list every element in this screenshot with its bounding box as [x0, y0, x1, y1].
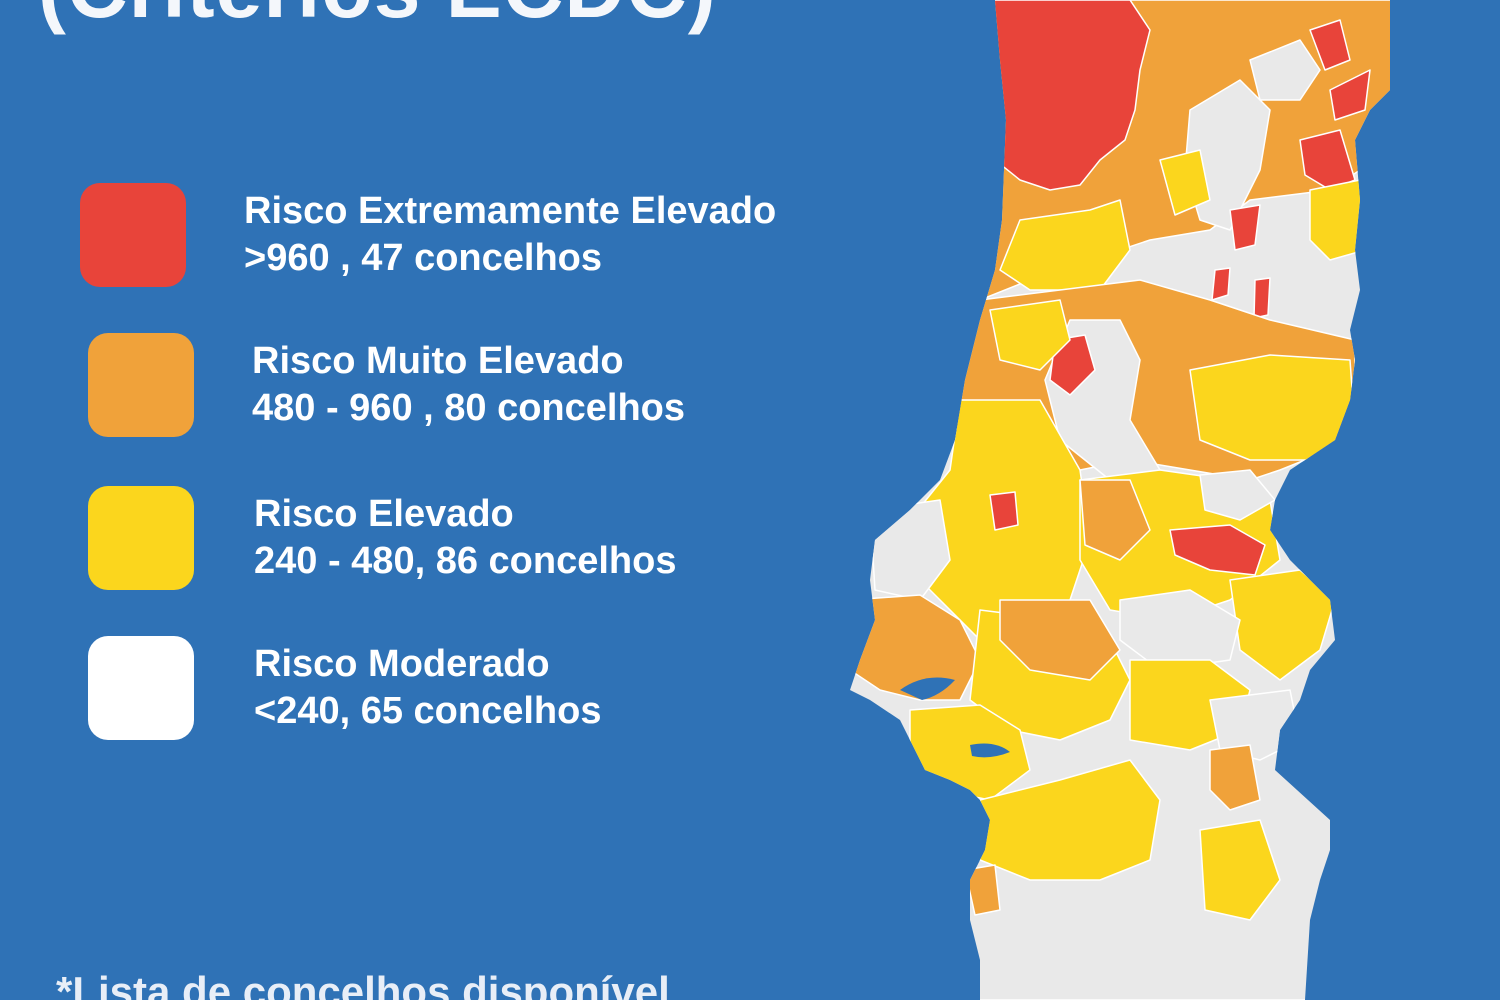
- legend-item-high: Risco Elevado 240 - 480, 86 concelhos: [80, 483, 676, 593]
- legend-swatch-high: [88, 486, 194, 590]
- map-region-very-high: [850, 594, 981, 701]
- map-region-high: [1229, 569, 1336, 681]
- legend-swatch-moderate: [88, 636, 194, 740]
- map-region-extreme: [1253, 277, 1271, 319]
- map-region-high: [999, 199, 1131, 291]
- legend-text-moderate: Risco Moderado <240, 65 concelhos: [254, 641, 601, 735]
- map-region-very-high: [1209, 744, 1261, 811]
- legend-item-extreme: Risco Extremamente Elevado >960 , 47 con…: [80, 180, 776, 290]
- legend-range: 240 - 480, 86 concelhos: [254, 540, 677, 582]
- legend-text-high: Risco Elevado 240 - 480, 86 concelhos: [254, 491, 676, 585]
- legend-range: >960 , 47 concelhos: [244, 237, 603, 279]
- footnote: *Lista de concelhos disponível: [56, 968, 670, 1000]
- map-region-extreme: [1329, 69, 1371, 121]
- map-region-very-high: [999, 599, 1121, 681]
- map-region-high: [1199, 819, 1281, 921]
- map-regions: [850, 0, 1390, 1000]
- legend-label: Risco Extremamente Elevado: [244, 190, 777, 232]
- tagus-estuary: [900, 677, 955, 700]
- map-region-extreme: [1229, 204, 1261, 251]
- map-region-high: [989, 299, 1071, 371]
- map-region-extreme: [989, 491, 1019, 531]
- map-region-high: [1159, 149, 1211, 216]
- legend-label: Risco Elevado: [254, 493, 514, 535]
- map-region-extreme: [1309, 19, 1351, 71]
- legend-range: 480 - 960 , 80 concelhos: [252, 387, 686, 429]
- map-region-high: [1189, 354, 1356, 461]
- legend-item-very-high: Risco Muito Elevado 480 - 960 , 80 conce…: [80, 330, 685, 440]
- legend-label: Risco Muito Elevado: [252, 340, 624, 382]
- map-region-high: [979, 759, 1161, 881]
- legend-item-moderate: Risco Moderado <240, 65 concelhos: [80, 633, 601, 743]
- page-title: (Critérios ECDC): [38, 0, 717, 30]
- map-region-high: [1309, 179, 1366, 261]
- map-region-extreme: [1169, 524, 1266, 576]
- risk-legend: Risco Extremamente Elevado >960 , 47 con…: [80, 180, 776, 743]
- legend-swatch-very-high: [88, 333, 194, 437]
- map-region-moderate: [1249, 39, 1321, 101]
- map-region-extreme: [1049, 334, 1096, 396]
- map-region-moderate: [1199, 469, 1276, 521]
- map-svg: [850, 0, 1390, 1000]
- map-region-extreme: [1211, 267, 1231, 301]
- legend-text-extreme: Risco Extremamente Elevado >960 , 47 con…: [244, 188, 776, 282]
- legend-range: <240, 65 concelhos: [254, 690, 602, 732]
- portugal-risk-map: [830, 0, 1390, 1000]
- legend-swatch-extreme: [80, 183, 186, 287]
- map-region-very-high: [1079, 479, 1151, 561]
- map-region-very-high: [964, 864, 1001, 916]
- sado-estuary: [970, 743, 1010, 758]
- map-region-moderate: [1119, 589, 1241, 671]
- legend-label: Risco Moderado: [254, 643, 550, 685]
- legend-text-very-high: Risco Muito Elevado 480 - 960 , 80 conce…: [252, 338, 685, 432]
